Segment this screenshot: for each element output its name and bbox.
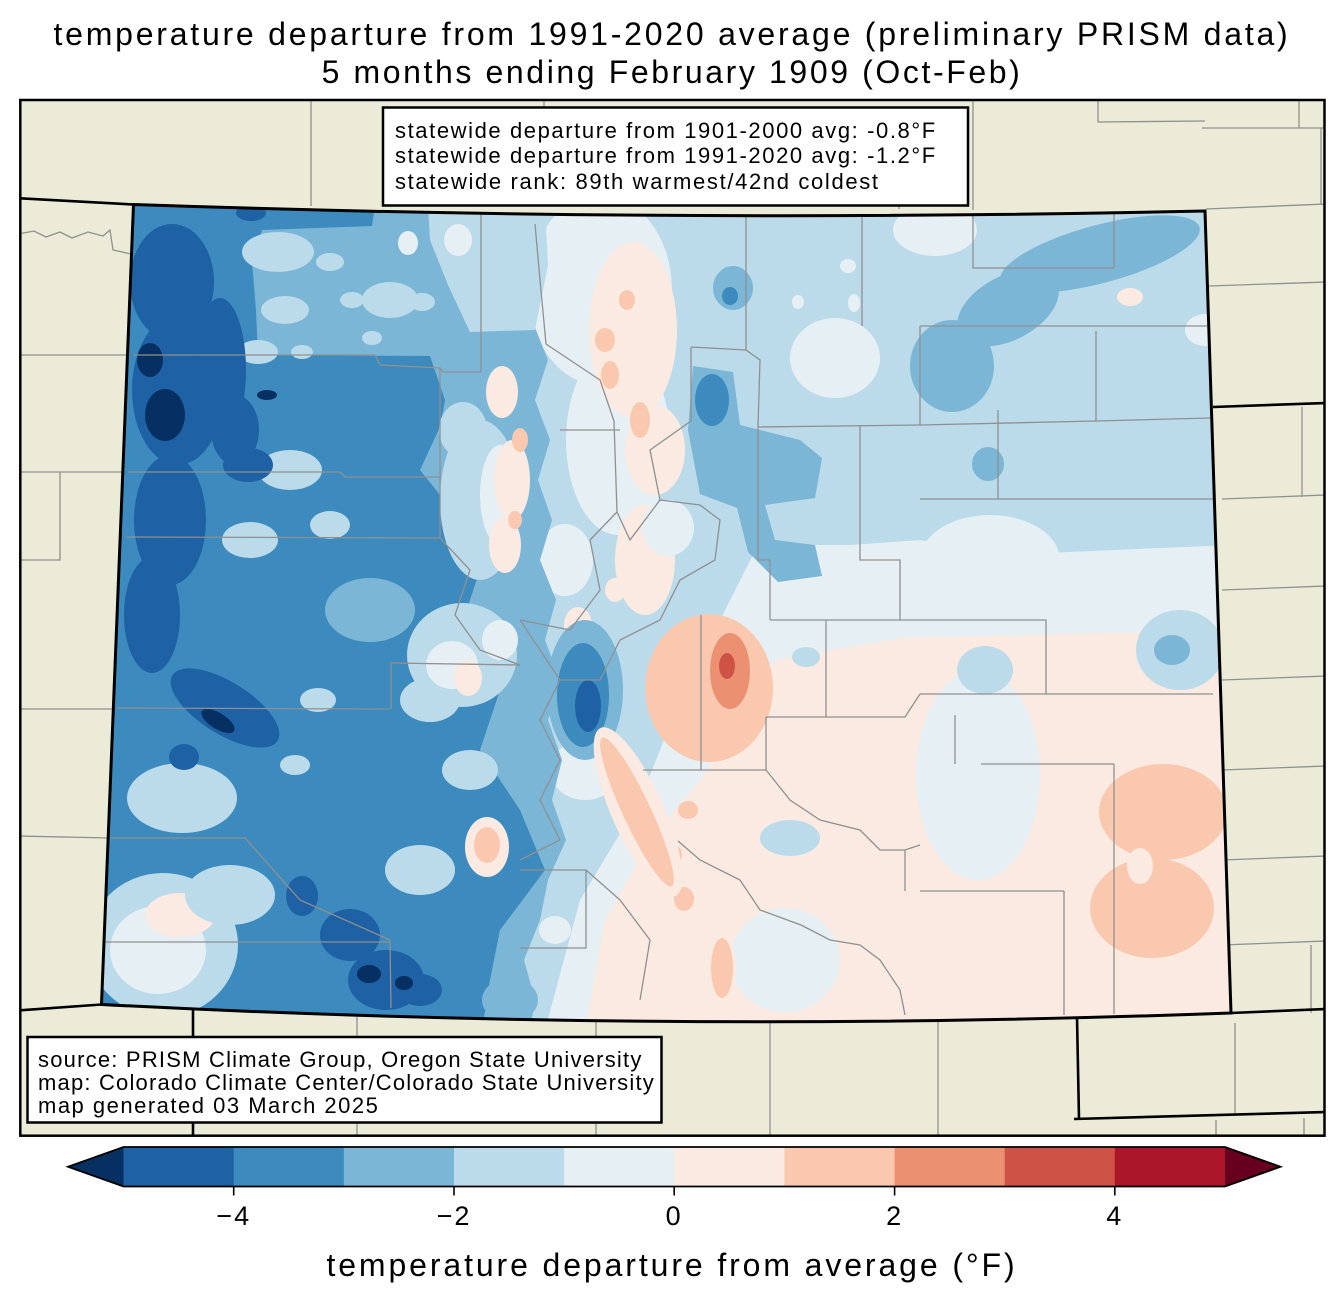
svg-text:source: PRISM Climate Group, O: source: PRISM Climate Group, Oregon Stat…	[38, 1047, 643, 1072]
svg-text:temperature departure from ave: temperature departure from average (°F)	[326, 1247, 1017, 1283]
svg-text:temperature departure from 199: temperature departure from 1991-2020 ave…	[54, 16, 1291, 52]
svg-text:−4: −4	[216, 1201, 251, 1231]
svg-text:5 months ending February 1909: 5 months ending February 1909 (Oct-Feb)	[322, 54, 1023, 90]
svg-text:statewide departure from 1901-: statewide departure from 1901-2000 avg: …	[395, 118, 937, 143]
svg-text:statewide departure from 1991-: statewide departure from 1991-2020 avg: …	[395, 143, 937, 168]
svg-text:map generated 03 March 2025: map generated 03 March 2025	[38, 1093, 379, 1118]
svg-text:statewide rank: 89th warmest/4: statewide rank: 89th warmest/42nd coldes…	[395, 169, 880, 194]
svg-text:2: 2	[886, 1201, 903, 1231]
svg-text:−2: −2	[437, 1201, 472, 1231]
svg-text:0: 0	[666, 1201, 683, 1231]
svg-text:4: 4	[1106, 1201, 1123, 1231]
svg-text:map: Colorado Climate Center/C: map: Colorado Climate Center/Colorado St…	[38, 1070, 655, 1095]
